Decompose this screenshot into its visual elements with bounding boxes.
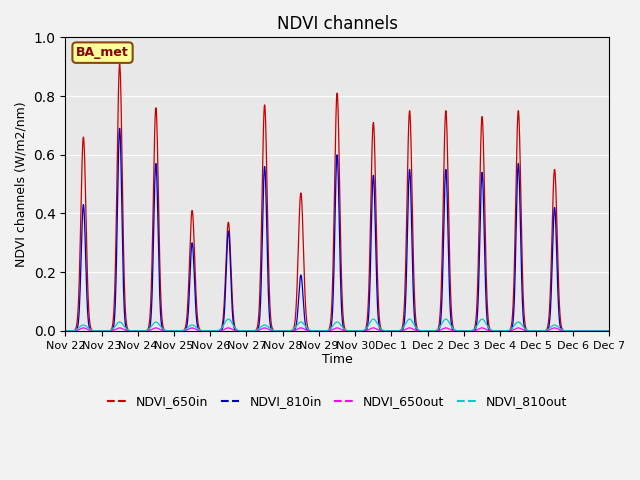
Text: BA_met: BA_met [76, 46, 129, 59]
X-axis label: Time: Time [322, 353, 353, 366]
Y-axis label: NDVI channels (W/m2/nm): NDVI channels (W/m2/nm) [15, 101, 28, 267]
Legend: NDVI_650in, NDVI_810in, NDVI_650out, NDVI_810out: NDVI_650in, NDVI_810in, NDVI_650out, NDV… [102, 390, 572, 413]
Title: NDVI channels: NDVI channels [276, 15, 397, 33]
